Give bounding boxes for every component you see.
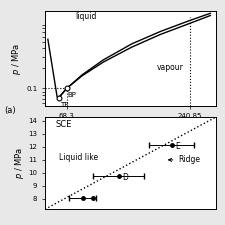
Text: E: E: [175, 142, 180, 151]
X-axis label: $T$ / $^{\circ}$C: $T$ / $^{\circ}$C: [118, 121, 143, 132]
Text: (a): (a): [4, 106, 16, 115]
Text: Ridge: Ridge: [169, 155, 200, 164]
Text: D: D: [122, 173, 128, 182]
Text: SCE: SCE: [55, 120, 72, 129]
Text: TP: TP: [60, 102, 68, 108]
Y-axis label: $p$ / MPa: $p$ / MPa: [13, 147, 26, 179]
Text: BP: BP: [68, 92, 76, 97]
Text: Liquid like: Liquid like: [59, 153, 98, 162]
Text: vapour: vapour: [157, 63, 184, 72]
Text: liquid: liquid: [75, 12, 96, 21]
Y-axis label: $p$ / MPa: $p$ / MPa: [10, 43, 23, 74]
